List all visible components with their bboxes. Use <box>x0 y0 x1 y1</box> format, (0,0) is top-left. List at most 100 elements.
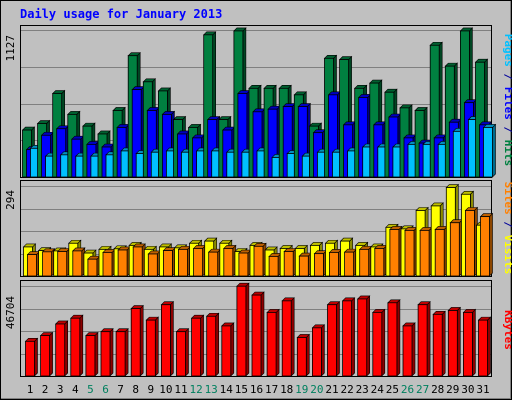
panel-sites-visits-bar-sites <box>449 219 464 277</box>
panel-sites-visits-ytick-max: 294 <box>4 190 17 210</box>
panel-kbytes-bar-kbytes-side <box>336 300 340 377</box>
panel-pages-files-hits-bar-pages-side <box>492 123 496 178</box>
panel-kbytes-bar-kbytes-front <box>70 317 81 377</box>
legend-entry: Sites <box>502 182 512 215</box>
panel-kbytes-bar-kbytes-front <box>387 302 398 377</box>
panel-kbytes-bar-kbytes-side <box>34 337 38 377</box>
panel-sites-visits-bar-sites <box>343 248 358 277</box>
legend-entry: / <box>502 120 512 140</box>
panel-kbytes-ytick-max: 46704 <box>4 296 17 329</box>
x-tick-label: 8 <box>132 383 139 396</box>
chart-title: Daily usage for January 2013 <box>20 7 222 21</box>
panel-kbytes-bar-kbytes-side <box>124 327 129 377</box>
panel-kbytes-bar-kbytes-front <box>432 313 443 377</box>
panel-sites-visits-bar-sites-front <box>464 210 475 277</box>
legend-entry: KBytes <box>502 310 512 350</box>
panel-kbytes-bar-kbytes <box>236 282 250 377</box>
panel-sites-visits-bar-sites <box>374 244 388 277</box>
panel-kbytes-bar-kbytes-side <box>290 297 295 377</box>
panel-kbytes-bar-kbytes <box>477 316 492 377</box>
x-tick-label: 6 <box>102 383 109 396</box>
x-tick-label: 12 <box>189 383 202 396</box>
panel-kbytes-legend: KBytes <box>502 310 512 350</box>
panel-kbytes-bar-kbytes <box>356 295 371 377</box>
x-tick-label: 26 <box>401 383 414 396</box>
panel-kbytes-bar-kbytes-front <box>478 319 488 377</box>
panel-sites-visits-bar-sites <box>207 248 222 277</box>
panel-kbytes-bar-kbytes-front <box>40 335 50 377</box>
panel-sites-visits-bar-sites-front <box>223 248 234 277</box>
panel-sites-visits-bar-sites <box>192 244 207 277</box>
panel-kbytes-bar-kbytes <box>402 322 416 377</box>
panel-kbytes-bar-kbytes-side <box>245 282 250 377</box>
panel-sites-visits-bar-sites <box>56 247 71 277</box>
x-tick-label: 14 <box>220 383 234 396</box>
panel-sites-visits-bar-sites-front <box>72 250 83 277</box>
panel-kbytes-bar-kbytes <box>130 304 144 377</box>
panel-sites-visits-bar-sites <box>389 225 403 277</box>
panel-kbytes-bar-kbytes-front <box>402 325 413 377</box>
panel-kbytes-bar-kbytes <box>432 310 446 377</box>
panel-kbytes-bar-kbytes <box>145 316 160 377</box>
panel-sites-visits-bar-sites-front <box>102 252 113 277</box>
x-tick-label: 27 <box>416 383 429 396</box>
panel-pages-files-hits-bar-pages-front <box>483 127 493 178</box>
panel-kbytes-bar-kbytes-side <box>94 331 99 377</box>
panel-sites-visits-bar-sites <box>132 243 146 277</box>
panel-kbytes-bar-kbytes-side <box>230 322 235 377</box>
panel-sites-visits-bar-sites-front <box>419 229 430 277</box>
panel-kbytes-bar-kbytes-front <box>296 337 307 377</box>
panel-sites-visits-bar-sites <box>464 206 479 277</box>
panel-kbytes-bar-kbytes-side <box>170 300 174 377</box>
panel-sites-visits-bar-sites <box>177 245 192 277</box>
panel-sites-visits-bar-sites <box>479 212 494 277</box>
panel-sites-visits-bar-sites-front <box>329 252 339 277</box>
panel-kbytes-bar-kbytes-front <box>236 285 247 377</box>
panel-sites-visits-bar-sites <box>328 248 343 277</box>
panel-kbytes-bar-kbytes-side <box>260 291 265 377</box>
panel-kbytes-bar-kbytes-front <box>266 312 277 377</box>
legend-entry: / <box>502 215 512 235</box>
panel-kbytes-bar-kbytes <box>372 308 386 377</box>
panel-kbytes-bar-kbytes <box>24 337 39 377</box>
panel-kbytes-bar-kbytes-side <box>215 312 219 377</box>
panel-kbytes-bar-kbytes-front <box>281 300 292 377</box>
panel-sites-visits-bar-sites <box>253 242 267 277</box>
panel-sites-visits-bar-sites-front <box>283 251 294 277</box>
panel-sites-visits-bar-sites <box>404 226 418 277</box>
x-tick-label: 25 <box>386 383 399 396</box>
panel-sites-visits-bar-sites <box>238 249 252 277</box>
panel-kbytes-bar-kbytes-front <box>206 315 217 377</box>
panel-pages-files-hits-legend: Pages / Files / Hits <box>502 34 512 167</box>
panel-kbytes-bar-kbytes-front <box>130 308 141 377</box>
legend-entry: Hits <box>502 140 512 167</box>
panel-kbytes-bar-kbytes-side <box>351 297 355 377</box>
panel-sites-visits-bar-sites <box>162 246 177 277</box>
panel-kbytes-bar-kbytes-side <box>109 327 114 377</box>
panel-kbytes-bar-kbytes-front <box>191 317 202 377</box>
panel-kbytes-bar-kbytes <box>447 306 462 377</box>
panel-kbytes-bar-kbytes <box>311 324 326 377</box>
x-tick-label: 10 <box>159 383 172 396</box>
panel-kbytes-bar-kbytes-front <box>85 335 96 377</box>
panel-sites-visits-bar-sites <box>147 250 162 277</box>
panel-sites-visits-bar-sites <box>434 225 448 277</box>
panel-kbytes-bar-kbytes-front <box>251 294 262 377</box>
panel-kbytes-bar-kbytes <box>281 297 295 377</box>
panel-kbytes-bar-kbytes-front <box>100 331 111 377</box>
panel-kbytes-bar-kbytes <box>296 333 311 377</box>
panel-sites-visits-bar-sites-front <box>147 253 158 277</box>
panel-kbytes-bar-kbytes <box>175 327 190 377</box>
panel-sites-visits-bar-sites-front <box>434 229 445 277</box>
x-tick-label: 11 <box>174 383 187 396</box>
x-tick-label: 3 <box>57 383 64 396</box>
panel-kbytes-bar-kbytes-front <box>372 312 383 377</box>
panel-kbytes-bar-kbytes-side <box>456 306 461 377</box>
x-tick-label: 5 <box>87 383 94 396</box>
panel-sites-visits-bar-sites-front <box>344 251 355 277</box>
panel-sites-visits-bar-sites <box>102 248 116 277</box>
panel-kbytes-bar-kbytes-side <box>79 314 84 377</box>
panel-sites-visits-bar-sites-front <box>208 251 219 277</box>
panel-kbytes-bar-kbytes-side <box>321 324 325 377</box>
